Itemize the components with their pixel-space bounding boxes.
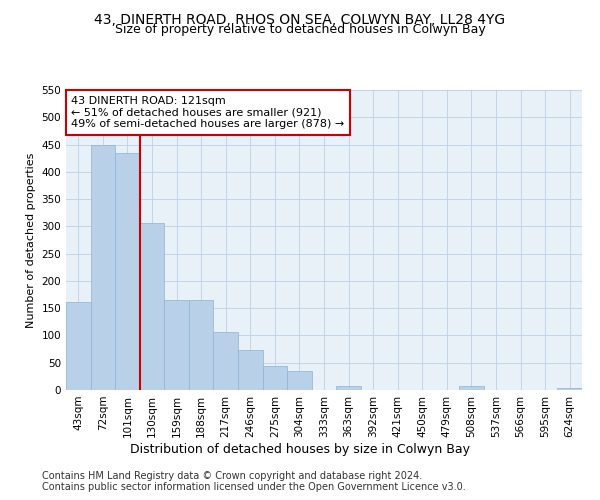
- Bar: [214, 332, 238, 390]
- Text: Contains public sector information licensed under the Open Government Licence v3: Contains public sector information licen…: [42, 482, 466, 492]
- Bar: [336, 386, 361, 390]
- Text: 43, DINERTH ROAD, RHOS ON SEA, COLWYN BAY, LL28 4YG: 43, DINERTH ROAD, RHOS ON SEA, COLWYN BA…: [94, 12, 506, 26]
- Bar: [189, 300, 214, 390]
- Text: Distribution of detached houses by size in Colwyn Bay: Distribution of detached houses by size …: [130, 442, 470, 456]
- Text: Contains HM Land Registry data © Crown copyright and database right 2024.: Contains HM Land Registry data © Crown c…: [42, 471, 422, 481]
- Bar: [459, 386, 484, 390]
- Bar: [115, 152, 140, 390]
- Text: Size of property relative to detached houses in Colwyn Bay: Size of property relative to detached ho…: [115, 22, 485, 36]
- Bar: [66, 302, 91, 390]
- Bar: [140, 222, 164, 390]
- Bar: [164, 300, 189, 390]
- Y-axis label: Number of detached properties: Number of detached properties: [26, 152, 36, 328]
- Text: 43 DINERTH ROAD: 121sqm
← 51% of detached houses are smaller (921)
49% of semi-d: 43 DINERTH ROAD: 121sqm ← 51% of detache…: [71, 96, 344, 129]
- Bar: [287, 372, 312, 390]
- Bar: [557, 388, 582, 390]
- Bar: [238, 350, 263, 390]
- Bar: [91, 145, 115, 390]
- Bar: [263, 366, 287, 390]
